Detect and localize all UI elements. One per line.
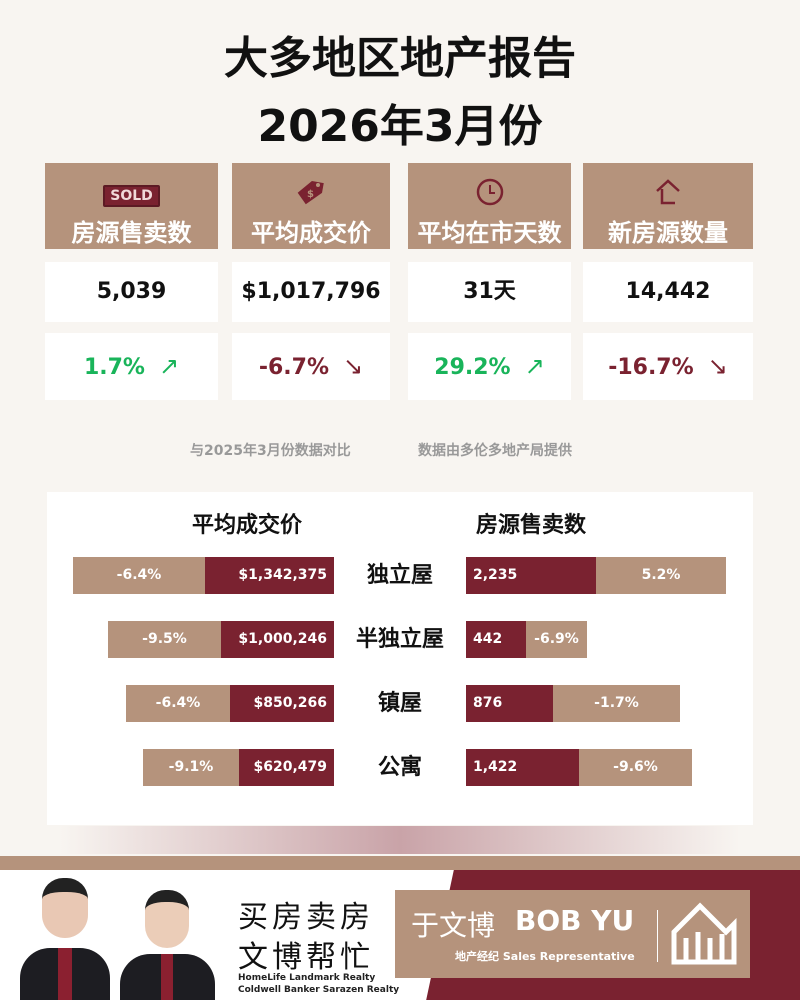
- stat-change: 1.7% ↗: [45, 333, 218, 400]
- change-value: 1.7%: [83, 355, 145, 380]
- sales-bar: 2,235 5.2%: [466, 557, 726, 594]
- price-change: -6.4%: [126, 685, 230, 722]
- slogan-line-1: 买房卖房: [238, 900, 374, 935]
- arrow-up-icon: ↗: [524, 352, 545, 380]
- sold-sign-icon: SOLD: [103, 185, 160, 207]
- comparison-note: 与2025年3月份数据对比: [190, 443, 351, 459]
- property-type: 公寓: [377, 755, 422, 780]
- agent-photo: [120, 890, 215, 1000]
- stat-value: 5,039: [45, 262, 218, 322]
- sales-change: -9.6%: [579, 749, 692, 786]
- sales-bar: 442 -6.9%: [466, 621, 587, 658]
- property-type: 独立屋: [366, 563, 433, 588]
- sales-value: 2,235: [466, 557, 596, 594]
- price-bar: -6.4% $1,342,375: [73, 557, 334, 594]
- report-title: 大多地区地产报告: [224, 33, 576, 84]
- price-value: $1,342,375: [205, 557, 334, 594]
- stat-value: 31天: [408, 262, 571, 322]
- change-value: -16.7%: [608, 355, 694, 380]
- arrow-down-icon: ↘: [707, 352, 728, 380]
- sales-change: 5.2%: [596, 557, 726, 594]
- price-bar: -9.5% $1,000,246: [108, 621, 334, 658]
- price-bar: -6.4% $850,266: [126, 685, 334, 722]
- stat-header-price: $ 平均成交价: [232, 163, 390, 249]
- stat-value: 14,442: [583, 262, 753, 322]
- stat-label: 平均成交价: [251, 219, 371, 247]
- price-change: -6.4%: [73, 557, 205, 594]
- stat-label: 新房源数量: [608, 219, 728, 247]
- house-icon: [656, 179, 680, 205]
- stat-change: 29.2% ↗: [408, 333, 571, 400]
- stat-label: 房源售卖数: [71, 219, 192, 247]
- stat-change: -6.7% ↘: [232, 333, 390, 400]
- source-note: 数据由多伦多地产局提供: [418, 443, 572, 459]
- sales-change: -6.9%: [526, 621, 587, 658]
- agent-name-cn: 于文博: [411, 909, 496, 942]
- sales-bar: 1,422 -9.6%: [466, 749, 692, 786]
- slogan-line-2: 文博帮忙: [238, 940, 374, 975]
- price-value: $620,479: [239, 749, 334, 786]
- clock-icon: [476, 178, 503, 206]
- stat-label: 平均在市天数: [417, 219, 562, 247]
- stat-value: $1,017,796: [232, 262, 390, 322]
- footer-band: [0, 856, 800, 870]
- property-type: 镇屋: [377, 691, 422, 716]
- price-change: -9.1%: [143, 749, 239, 786]
- property-type: 半独立屋: [355, 627, 444, 652]
- change-value: 29.2%: [434, 355, 511, 380]
- change-value: -6.7%: [258, 355, 330, 380]
- price-change: -9.5%: [108, 621, 221, 658]
- price-value: $850,266: [230, 685, 334, 722]
- price-column-title: 平均成交价: [192, 513, 303, 538]
- stat-header-sales: SOLD 房源售卖数: [45, 163, 218, 249]
- sales-bar: 876 -1.7%: [466, 685, 680, 722]
- agent-photo: [20, 878, 110, 1000]
- sales-value: 1,422: [466, 749, 579, 786]
- sales-value: 442: [466, 621, 526, 658]
- decorative-glow: [60, 826, 740, 854]
- brokerage-1: HomeLife Landmark Realty: [238, 973, 376, 983]
- price-bar: -9.1% $620,479: [143, 749, 334, 786]
- svg-text:$: $: [307, 189, 314, 200]
- arrow-up-icon: ↗: [158, 352, 180, 380]
- sales-column-title: 房源售卖数: [476, 513, 587, 538]
- report-date: 2026年3月份: [257, 101, 543, 152]
- price-value: $1,000,246: [221, 621, 334, 658]
- stat-header-new-listings: 新房源数量: [583, 163, 753, 249]
- sales-change: -1.7%: [553, 685, 680, 722]
- agent-role: 地产经纪 Sales Representative: [455, 948, 635, 964]
- name-card: 于文博 BOB YU 地产经纪 Sales Representative: [395, 890, 750, 978]
- agent-name-en: BOB YU: [515, 904, 635, 937]
- wy-logo-icon: [671, 902, 737, 965]
- price-tag-icon: $: [297, 180, 324, 205]
- stat-change: -16.7% ↘: [583, 333, 753, 400]
- role-cn: 地产经纪: [455, 950, 499, 963]
- role-en: Sales Representative: [502, 950, 635, 963]
- arrow-down-icon: ↘: [343, 352, 364, 380]
- footer: 买房卖房 文博帮忙 HomeLife Landmark Realty Coldw…: [0, 870, 800, 1000]
- stat-header-days: 平均在市天数: [408, 163, 571, 249]
- sales-value: 876: [466, 685, 553, 722]
- brokerage-2: Coldwell Banker Sarazen Realty: [238, 985, 400, 995]
